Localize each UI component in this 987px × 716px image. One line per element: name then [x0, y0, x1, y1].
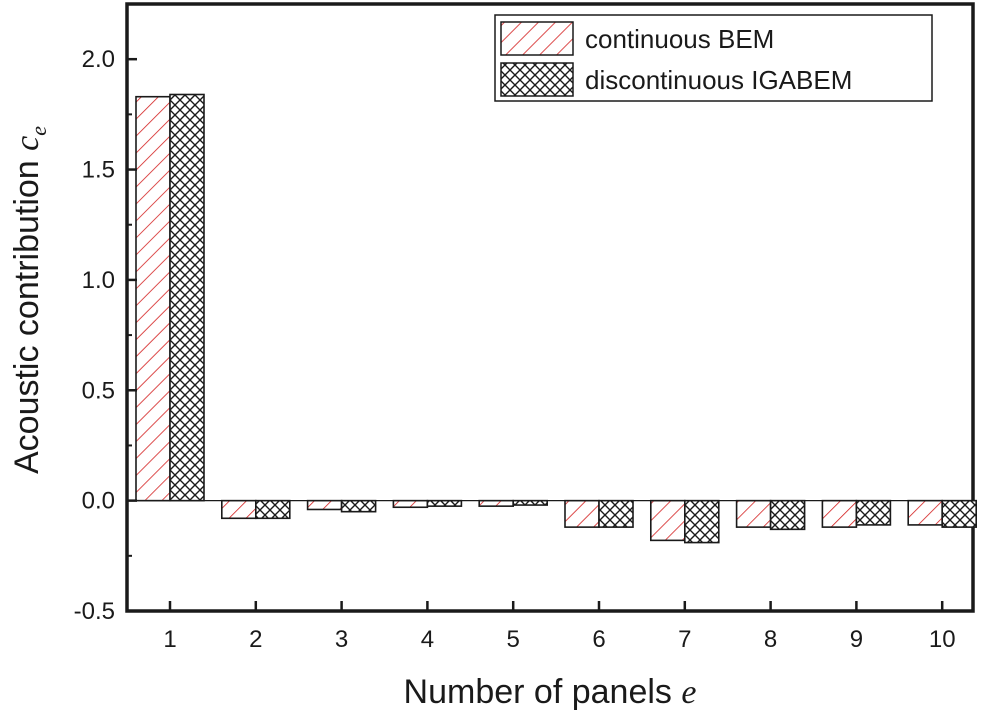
y-axis-title-text: Acoustic contribution — [8, 151, 46, 474]
bar-discontinuous-igabem-2 — [255, 499, 291, 520]
x-tick-label: 10 — [929, 626, 956, 653]
x-axis-ticks: 1 2 3 4 5 6 7 8 9 10 — [163, 601, 956, 653]
x-tick-label: 5 — [507, 626, 520, 653]
x-tick-label: 2 — [249, 626, 262, 653]
bar-discontinuous-igabem-9 — [855, 499, 892, 526]
legend-label-continuous-bem: continuous BEM — [585, 24, 774, 54]
x-axis-title: Number of panels e — [404, 673, 697, 711]
bar-continuous-bem-10 — [907, 499, 944, 526]
legend-swatch-discontinuous-igabem — [500, 62, 574, 97]
y-tick-label: 1.5 — [82, 157, 115, 184]
y-tick-label: 0.0 — [82, 488, 115, 515]
bar-discontinuous-igabem-4 — [426, 499, 463, 507]
x-axis-title-symbol: e — [681, 674, 696, 711]
bar-discontinuous-igabem-7 — [683, 499, 720, 544]
x-axis-title-text: Number of panels — [404, 673, 682, 711]
y-axis-title: Acoustic contribution ce — [8, 126, 51, 474]
plot-frame — [125, 2, 975, 613]
bar-discontinuous-igabem-3 — [340, 499, 377, 513]
bar-continuous-bem-9 — [821, 499, 858, 528]
bar-continuous-bem-2 — [221, 499, 257, 520]
bar-continuous-bem-5 — [478, 499, 515, 507]
bar-discontinuous-igabem-10 — [941, 499, 978, 528]
y-tick-label: -0.5 — [74, 598, 115, 625]
bar-continuous-bem-8 — [735, 499, 772, 528]
bar-continuous-bem-1 — [135, 95, 171, 502]
y-axis-title-symbol: c — [9, 136, 46, 151]
y-tick-label: 2.0 — [82, 46, 115, 73]
x-tick-label: 7 — [678, 626, 691, 653]
legend-swatch-continuous-bem — [500, 21, 574, 56]
y-axis-ticks: -0.5 0.0 0.5 1.0 1.5 2.0 — [74, 46, 137, 625]
bar-discontinuous-igabem-5 — [512, 499, 549, 506]
y-tick-label: 0.5 — [82, 377, 115, 404]
x-tick-label: 4 — [421, 626, 434, 653]
legend: continuous BEM discontinuous IGABEM — [494, 14, 933, 102]
bar-continuous-bem-3 — [306, 499, 343, 511]
bar-discontinuous-igabem-1 — [169, 93, 205, 502]
y-axis-title-subscript: e — [26, 126, 51, 136]
bar-discontinuous-igabem-6 — [598, 499, 634, 528]
bars — [135, 93, 978, 544]
x-tick-label: 6 — [592, 626, 605, 653]
bar-continuous-bem-4 — [392, 499, 429, 509]
y-tick-label: 1.0 — [82, 267, 115, 294]
x-tick-label: 8 — [764, 626, 777, 653]
x-tick-label: 1 — [163, 626, 176, 653]
bar-continuous-bem-7 — [649, 499, 686, 542]
x-tick-label: 9 — [850, 626, 863, 653]
bar-continuous-bem-6 — [564, 499, 600, 528]
legend-label-discontinuous-igabem: discontinuous IGABEM — [585, 65, 852, 95]
bar-discontinuous-igabem-8 — [769, 499, 806, 531]
x-tick-label: 3 — [335, 626, 348, 653]
